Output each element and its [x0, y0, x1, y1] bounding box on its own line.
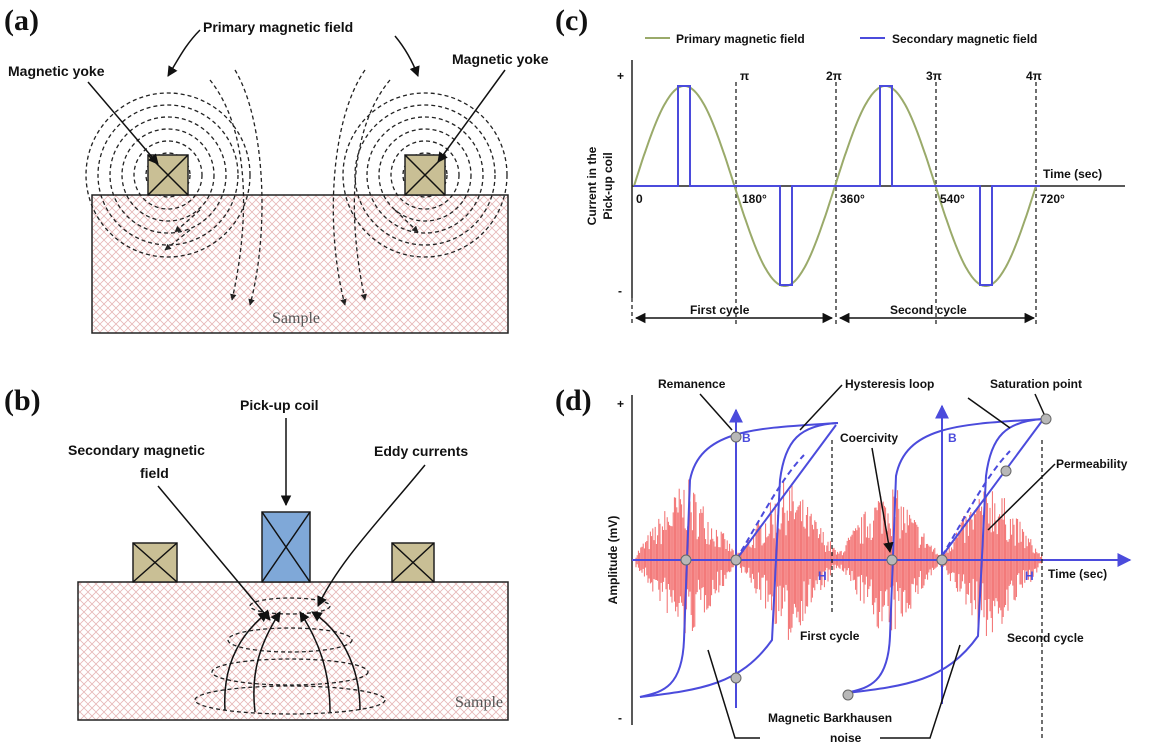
- pi-label: 3π: [926, 69, 942, 83]
- key-point: [887, 555, 897, 565]
- panel-label: (c): [555, 4, 588, 37]
- sample-label: Sample: [272, 310, 320, 327]
- annotation: Magnetic yoke: [8, 63, 105, 79]
- period-lines: [632, 82, 1036, 325]
- sample-block: [78, 582, 508, 720]
- annotation: Pick-up coil: [240, 397, 319, 413]
- leader: [988, 464, 1055, 530]
- legend-label: Secondary magnetic field: [892, 32, 1037, 46]
- y-axis-label: Pick-up coil: [601, 152, 615, 219]
- x-axis-label: Time (sec): [1043, 167, 1102, 181]
- panel-d: (d) + - Amplitude (mV) Time (sec) Remane…: [555, 377, 1130, 745]
- degree-label: 0: [636, 192, 643, 206]
- axis-letter: B: [948, 431, 957, 445]
- panel-a: (a) Primary magnetic field Magnetic yoke…: [4, 4, 549, 333]
- pi-label: 4π: [1026, 69, 1042, 83]
- x-axis-label: Time (sec): [1048, 567, 1107, 581]
- annotation: Hysteresis loop: [845, 377, 934, 391]
- key-point: [1001, 466, 1011, 476]
- degree-label: 540°: [940, 192, 965, 206]
- key-point: [731, 432, 741, 442]
- axis-letter: H: [1025, 569, 1034, 583]
- panel-label: (b): [4, 384, 41, 417]
- figure: (a) Primary magnetic field Magnetic yoke…: [0, 0, 1153, 745]
- arrow: [88, 82, 158, 164]
- pi-label: 2π: [826, 69, 842, 83]
- annotation: Secondary magnetic: [68, 442, 205, 458]
- axis-letter: H: [818, 569, 827, 583]
- annotation: Saturation point: [990, 377, 1082, 391]
- panel-c: (c) Primary magnetic field Secondary mag…: [555, 4, 1125, 325]
- cycle-label: First cycle: [800, 629, 860, 643]
- legend-label: Primary magnetic field: [676, 32, 805, 46]
- axis-sign: -: [618, 711, 622, 725]
- panel-label: (a): [4, 4, 39, 37]
- degree-label: 360°: [840, 192, 865, 206]
- annotation: Primary magnetic field: [203, 19, 353, 35]
- pi-label: π: [740, 69, 749, 83]
- panel-label: (d): [555, 384, 592, 417]
- annotation: Permeability: [1056, 457, 1128, 471]
- axis-letter: B: [742, 431, 751, 445]
- axis-sign: +: [617, 69, 624, 83]
- annotation: Magnetic Barkhausen: [768, 711, 892, 725]
- cycle-label: First cycle: [690, 303, 750, 317]
- arrow: [438, 70, 505, 162]
- annotation: Magnetic yoke: [452, 51, 549, 67]
- key-point: [731, 555, 741, 565]
- cycle-label: Second cycle: [1007, 631, 1084, 645]
- sample-label: Sample: [455, 694, 503, 711]
- arrow: [395, 36, 418, 76]
- axis-sign: +: [617, 397, 624, 411]
- key-point: [731, 673, 741, 683]
- annotation: Eddy currents: [374, 443, 468, 459]
- leader: [700, 394, 732, 430]
- annotation: Coercivity: [840, 431, 898, 445]
- degree-label: 180°: [742, 192, 767, 206]
- annotation: noise: [830, 731, 862, 745]
- cycle-label: Second cycle: [890, 303, 967, 317]
- annotation: field: [140, 465, 169, 481]
- key-point: [937, 555, 947, 565]
- annotation: Remanence: [658, 377, 726, 391]
- y-axis-label: Current in the: [585, 146, 599, 225]
- key-point: [681, 555, 691, 565]
- y-axis-label: Amplitude (mV): [606, 516, 620, 605]
- key-point: [1041, 414, 1051, 424]
- panel-b: (b) Pick-up coil Secondary magnetic fiel…: [4, 384, 508, 720]
- arrow: [168, 30, 200, 76]
- key-point: [843, 690, 853, 700]
- axis-sign: -: [618, 284, 622, 298]
- secondary-wave: [634, 86, 1040, 285]
- leader: [1035, 394, 1044, 414]
- degree-label: 720°: [1040, 192, 1065, 206]
